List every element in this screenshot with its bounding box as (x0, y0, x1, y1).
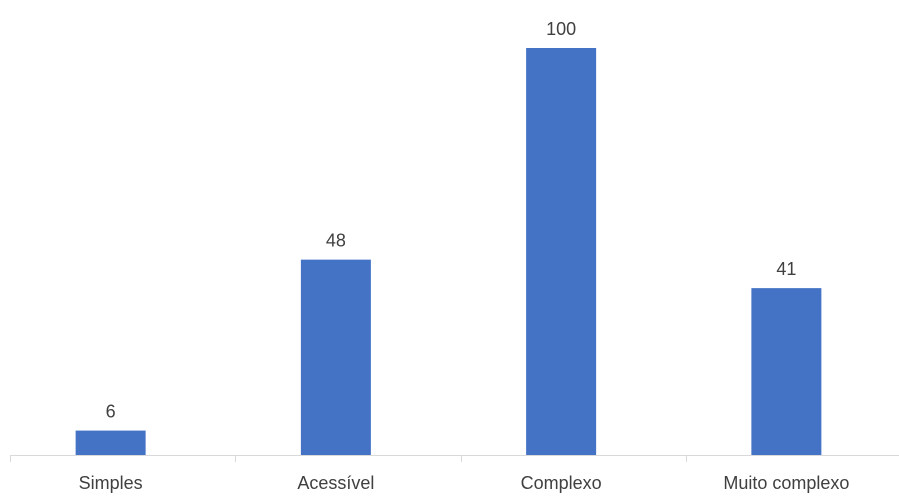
x-tick-label: Acessível (297, 473, 374, 493)
x-axis: Simples Acessível Complexo Muito complexo (10, 455, 899, 493)
data-label: 100 (546, 19, 576, 39)
x-tick-label: Simples (79, 473, 143, 493)
data-label: 41 (776, 259, 796, 279)
x-tick-label: Complexo (521, 473, 602, 493)
data-labels-layer: 6 48 100 41 (106, 19, 797, 422)
data-label: 6 (106, 402, 116, 422)
data-label: 48 (326, 231, 346, 251)
x-tick-label: Muito complexo (723, 473, 849, 493)
bars-layer (75, 48, 822, 455)
bar-muito-complexo (751, 288, 822, 455)
bar-acessivel (300, 259, 371, 455)
bar-simples (75, 430, 146, 455)
bar-complexo (526, 48, 597, 455)
